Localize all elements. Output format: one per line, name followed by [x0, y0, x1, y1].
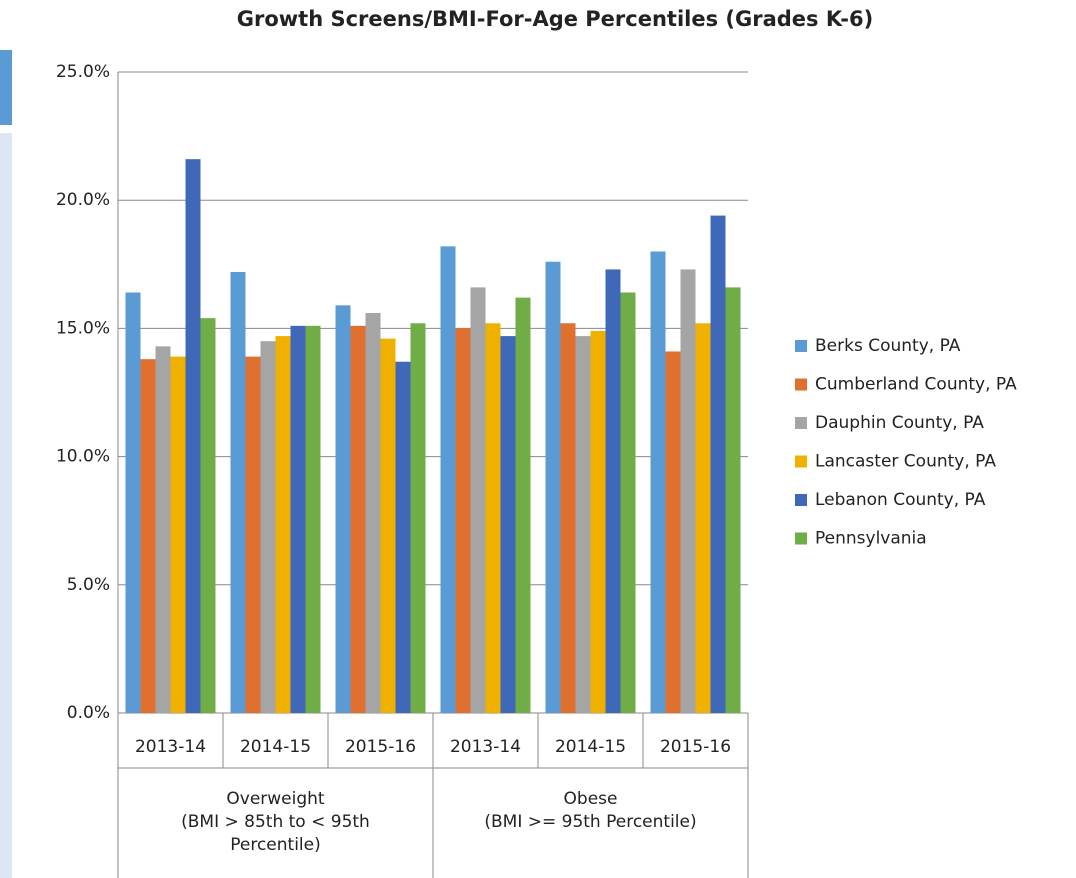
bar [470, 287, 486, 713]
bar [155, 346, 171, 713]
legend-swatch [795, 417, 807, 429]
bar [245, 356, 261, 713]
bar [605, 269, 621, 713]
legend-label: Pennsylvania [815, 529, 927, 549]
legend-label: Berks County, PA [815, 336, 961, 356]
bar [665, 351, 681, 713]
y-tick-label: 25.0% [56, 62, 110, 82]
group-label: Obese (BMI >= 95th Percentile) [484, 789, 697, 832]
bar [260, 341, 276, 713]
legend-label: Cumberland County, PA [815, 375, 1017, 395]
bar [680, 269, 696, 713]
background-strip [0, 133, 12, 878]
x-tick-label: 2015-16 [345, 737, 416, 757]
legend-label: Lebanon County, PA [815, 490, 986, 510]
legend-swatch [795, 455, 807, 468]
bar [395, 361, 411, 713]
x-tick-label: 2013-14 [450, 737, 521, 757]
y-tick-label: 5.0% [67, 575, 110, 595]
y-tick-label: 0.0% [67, 703, 110, 723]
group-label: Overweight (BMI > 85th to < 95th Percent… [181, 789, 370, 855]
bar [350, 325, 366, 713]
bar [275, 336, 291, 713]
bar [140, 359, 156, 713]
bar [410, 323, 426, 713]
bar [650, 251, 666, 714]
bar [500, 336, 516, 713]
bar [170, 356, 186, 713]
bar [455, 328, 471, 713]
legend-label: Lancaster County, PA [815, 452, 996, 472]
y-tick-label: 10.0% [56, 447, 110, 467]
legend-label: Dauphin County, PA [815, 413, 984, 433]
bar [440, 246, 456, 714]
bar [560, 323, 576, 713]
bar [515, 297, 531, 713]
bar [305, 325, 321, 713]
y-tick-label: 20.0% [56, 190, 110, 210]
bar [725, 287, 741, 713]
chart-title: Growth Screens/BMI-For-Age Percentiles (… [237, 7, 873, 31]
bar [365, 313, 381, 713]
bar [185, 159, 201, 713]
y-tick-label: 15.0% [56, 318, 110, 338]
bar [485, 323, 501, 713]
bar [590, 330, 606, 713]
bar [575, 336, 591, 713]
x-tick-label: 2014-15 [240, 737, 311, 757]
legend-swatch [795, 378, 807, 391]
bar [695, 323, 711, 713]
bar [380, 338, 396, 713]
bar [290, 325, 306, 713]
bar [620, 292, 636, 713]
bar [710, 215, 726, 714]
x-tick-label: 2014-15 [555, 737, 626, 757]
legend-swatch [795, 494, 807, 506]
legend-swatch [795, 340, 807, 352]
bar [335, 305, 351, 713]
bar [230, 271, 246, 713]
bar [545, 261, 561, 713]
x-tick-label: 2013-14 [135, 737, 206, 757]
legend-swatch [795, 532, 807, 545]
x-tick-label: 2015-16 [660, 737, 731, 757]
bar [125, 292, 141, 713]
background-strip [0, 50, 12, 125]
bar [200, 318, 216, 713]
